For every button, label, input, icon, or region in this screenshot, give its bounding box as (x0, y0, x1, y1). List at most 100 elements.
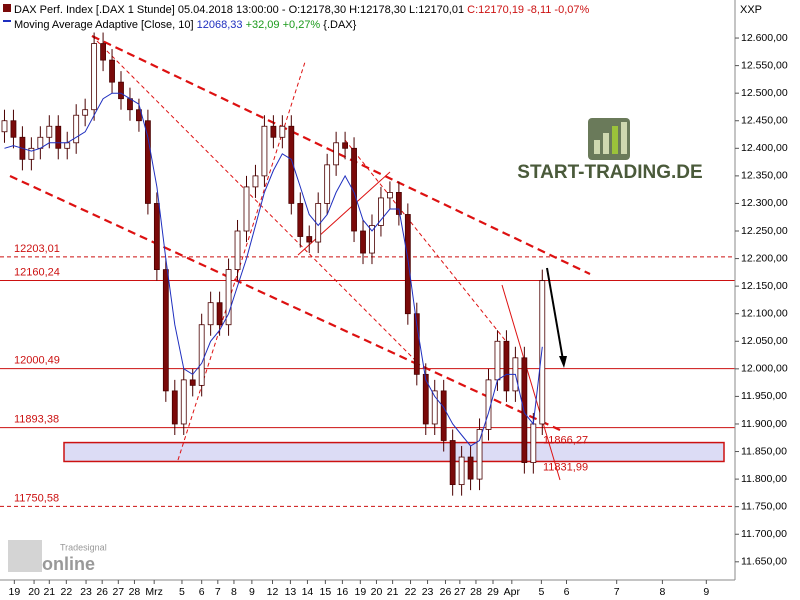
candle-body (118, 81, 124, 100)
trend-lines (9, 35, 591, 481)
x-tick-label: 12 (267, 586, 279, 598)
candle-body (378, 197, 384, 226)
header-icon (3, 4, 11, 12)
axis-title: XXP (740, 4, 762, 16)
candle-body (234, 230, 241, 271)
y-tick-label: 11.750,00 (741, 500, 787, 512)
forecast-arrow (546, 267, 567, 368)
tradesignal-logo: Tradesignal online (8, 540, 107, 574)
header-text: DAX Perf. Index [.DAX 1 Stunde] 05.04.20… (14, 4, 464, 16)
candle-body (153, 203, 160, 271)
x-tick-label: 7 (614, 586, 620, 598)
y-tick-label: 11.900,00 (741, 418, 787, 430)
x-tick-label: 19 (8, 586, 20, 598)
x-tick-label: 16 (337, 586, 349, 598)
x-tick-label: Apr (504, 586, 521, 598)
y-tick-label: 11.650,00 (741, 556, 787, 568)
y-tick-label: 12.600,00 (741, 32, 788, 44)
zone-label: 11866,27 (543, 434, 588, 446)
y-tick-label: 12.550,00 (741, 59, 788, 71)
level-label: 11750,58 (14, 492, 59, 504)
x-tick-label: 26 (96, 586, 108, 598)
candle-body (288, 125, 295, 204)
candle-body (342, 142, 348, 149)
watermark: START-TRADING.DE (517, 162, 702, 183)
candle-body (422, 373, 429, 425)
y-tick-label: 12.000,00 (741, 363, 788, 375)
candle-body (387, 192, 393, 199)
candle-body (539, 280, 546, 425)
x-tick-label: 28 (470, 586, 482, 598)
candle-body (413, 313, 420, 375)
candle-body (243, 186, 250, 232)
x-tick-label: 6 (564, 586, 570, 598)
x-tick-label: 22 (405, 586, 417, 598)
x-tick-label: 9 (249, 586, 255, 598)
y-tick-label: 12.150,00 (741, 280, 788, 292)
x-tick-label: Mrz (145, 586, 163, 598)
y-tick-label: 12.300,00 (741, 197, 788, 209)
candle-body (279, 125, 286, 138)
x-tick-label: 9 (703, 586, 709, 598)
y-tick-label: 12.350,00 (741, 170, 788, 182)
candle-body (306, 236, 313, 243)
x-tick-label: 7 (215, 586, 221, 598)
y-axis-panel (735, 0, 800, 600)
candle-body (351, 147, 357, 232)
y-tick-label: 12.500,00 (741, 87, 788, 99)
x-axis-panel (0, 580, 800, 600)
candle-body (162, 269, 169, 392)
candle-body (431, 390, 438, 425)
level-label: 12160,24 (14, 266, 60, 278)
trend-line (501, 284, 561, 481)
trend-line (9, 175, 561, 431)
header-text: Moving Average Adaptive [Close, 10] (14, 19, 194, 31)
x-tick-label: 22 (60, 586, 72, 598)
candle-body (198, 324, 205, 386)
x-tick-label: 21 (43, 586, 55, 598)
level-label: 11893,38 (14, 414, 59, 426)
level-label: 12203,01 (14, 243, 60, 255)
candle-body (207, 302, 214, 326)
candle-body (404, 214, 411, 315)
x-tick-label: 21 (387, 586, 399, 598)
x-tick-label: 6 (199, 586, 205, 598)
candle-body (225, 269, 232, 326)
x-tick-label: 19 (354, 586, 366, 598)
header-text: C:12170,19 -8,11 -0,07% (467, 4, 589, 16)
candle-body (369, 225, 375, 254)
candle-body (333, 142, 340, 166)
candle-body (503, 340, 510, 392)
moving-average (4, 92, 543, 447)
header-text: {.DAX} (323, 19, 356, 31)
candle-body (297, 203, 304, 237)
y-tick-label: 12.450,00 (741, 115, 788, 127)
candle-body (171, 390, 178, 425)
x-tick-label: 8 (659, 586, 665, 598)
trend-line (297, 171, 391, 256)
candle-body (109, 59, 115, 83)
candle-body (100, 43, 106, 61)
candle-body (64, 142, 71, 149)
y-tick-label: 12.050,00 (741, 335, 788, 347)
x-tick-label: 5 (538, 586, 544, 598)
header: Moving Average Adaptive [Close, 10] 1206… (14, 19, 357, 31)
candle-body (28, 147, 35, 160)
support-zone (63, 441, 725, 463)
candle-body (449, 440, 456, 486)
candle-body (1, 120, 8, 133)
trend-line (91, 35, 591, 275)
y-tick-label: 12.200,00 (741, 252, 788, 264)
x-tick-label: 20 (28, 586, 40, 598)
x-tick-label: 14 (302, 586, 314, 598)
candle-body (360, 230, 366, 254)
candle-body (521, 357, 528, 463)
candle-body (270, 125, 277, 138)
y-tick-label: 11.850,00 (741, 445, 787, 457)
candle-body (440, 390, 447, 441)
x-tick-label: 27 (112, 586, 124, 598)
candle-body (494, 340, 501, 381)
logo: START-TRADING.DE (517, 118, 703, 183)
